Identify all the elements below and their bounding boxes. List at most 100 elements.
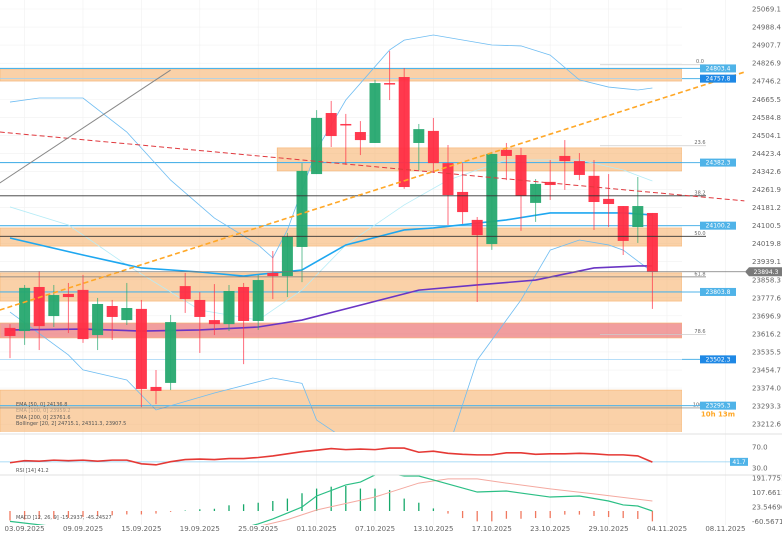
- candle[interactable]: [486, 151, 498, 250]
- candle-body[interactable]: [19, 287, 31, 332]
- candle[interactable]: [223, 284, 235, 332]
- candle[interactable]: [442, 144, 454, 226]
- trendline-orange[interactable]: [0, 71, 745, 311]
- candle-body[interactable]: [150, 386, 162, 391]
- candle[interactable]: [33, 271, 45, 351]
- candle[interactable]: [544, 159, 556, 200]
- candle-body[interactable]: [223, 291, 235, 325]
- candle[interactable]: [4, 324, 16, 359]
- candle-body[interactable]: [413, 129, 425, 143]
- candle[interactable]: [267, 250, 279, 300]
- trendline-red[interactable]: [0, 131, 745, 202]
- candle[interactable]: [471, 216, 483, 302]
- candle[interactable]: [398, 68, 410, 189]
- candle[interactable]: [646, 212, 658, 309]
- candle[interactable]: [92, 297, 104, 351]
- candle-body[interactable]: [4, 327, 16, 336]
- candle-body[interactable]: [121, 308, 133, 321]
- candle-body[interactable]: [208, 320, 220, 325]
- candle-body[interactable]: [267, 272, 279, 277]
- candle[interactable]: [296, 163, 308, 283]
- trendline-grey[interactable]: [0, 69, 171, 184]
- candle-body[interactable]: [500, 149, 512, 156]
- candle[interactable]: [238, 282, 250, 365]
- candle[interactable]: [500, 142, 512, 181]
- candle-body[interactable]: [544, 181, 556, 186]
- candle[interactable]: [194, 292, 206, 353]
- candle[interactable]: [77, 274, 89, 343]
- price-axis-label: 24019.8: [752, 240, 781, 248]
- candle-body[interactable]: [559, 155, 571, 162]
- candle[interactable]: [588, 159, 600, 230]
- candle-body[interactable]: [165, 322, 177, 383]
- candle-body[interactable]: [457, 191, 469, 213]
- candle[interactable]: [311, 110, 323, 175]
- candle-body[interactable]: [33, 286, 45, 327]
- candle-body[interactable]: [194, 299, 206, 317]
- candle-body[interactable]: [486, 153, 498, 245]
- candle[interactable]: [427, 117, 439, 173]
- candle-body[interactable]: [515, 155, 527, 196]
- candle-body[interactable]: [252, 280, 264, 321]
- candle-body[interactable]: [617, 206, 629, 241]
- candle[interactable]: [530, 178, 542, 222]
- candle[interactable]: [135, 299, 147, 408]
- candle[interactable]: [19, 284, 31, 345]
- candle[interactable]: [384, 51, 396, 101]
- candle[interactable]: [150, 369, 162, 405]
- candle-body[interactable]: [427, 130, 439, 164]
- macd-pane[interactable]: [9, 473, 654, 533]
- date-axis-label: 03.09.2025: [5, 525, 45, 533]
- candle-body[interactable]: [646, 212, 658, 272]
- candle-body[interactable]: [48, 295, 60, 317]
- candle[interactable]: [208, 284, 220, 336]
- candle[interactable]: [603, 174, 615, 228]
- candle-body[interactable]: [325, 113, 337, 137]
- candle-body[interactable]: [603, 198, 615, 205]
- candle-body[interactable]: [77, 289, 89, 340]
- candle[interactable]: [559, 140, 571, 190]
- candle[interactable]: [121, 282, 133, 325]
- price-axis-label: 24342.6: [752, 168, 781, 176]
- candle-body[interactable]: [588, 175, 600, 203]
- candle-body[interactable]: [238, 286, 250, 321]
- rsi-pane[interactable]: 41.7: [0, 447, 748, 466]
- candle[interactable]: [340, 113, 352, 165]
- candle-body[interactable]: [92, 303, 104, 336]
- candle[interactable]: [617, 206, 629, 256]
- candle[interactable]: [325, 100, 337, 148]
- candle-body[interactable]: [296, 170, 308, 247]
- price-pane[interactable]: [0, 34, 682, 461]
- candle-body[interactable]: [398, 77, 410, 188]
- candle-body[interactable]: [354, 132, 366, 141]
- candle-body[interactable]: [442, 163, 454, 196]
- candle-body[interactable]: [311, 117, 323, 175]
- rsi-value-tag: [730, 457, 748, 466]
- candle-body[interactable]: [384, 83, 396, 85]
- candle[interactable]: [457, 163, 469, 224]
- candle-body[interactable]: [106, 305, 118, 317]
- candle[interactable]: [573, 153, 585, 181]
- candle[interactable]: [515, 147, 527, 231]
- candle[interactable]: [62, 282, 74, 334]
- candle[interactable]: [354, 121, 366, 156]
- candle[interactable]: [252, 274, 264, 330]
- candle-body[interactable]: [62, 293, 74, 298]
- candle[interactable]: [165, 314, 177, 391]
- candle-body[interactable]: [530, 183, 542, 203]
- candle-body[interactable]: [632, 206, 644, 228]
- candle-body[interactable]: [135, 308, 147, 389]
- candle[interactable]: [106, 299, 118, 340]
- candle-body[interactable]: [281, 236, 293, 277]
- candle-body[interactable]: [471, 219, 483, 236]
- candle-body[interactable]: [369, 83, 381, 143]
- candle-body[interactable]: [573, 161, 585, 175]
- candle-body[interactable]: [179, 286, 191, 300]
- candle[interactable]: [632, 176, 644, 243]
- candle[interactable]: [413, 123, 425, 171]
- candle[interactable]: [281, 232, 293, 298]
- candle-body[interactable]: [340, 123, 352, 126]
- candle[interactable]: [369, 79, 381, 143]
- candle[interactable]: [179, 272, 191, 313]
